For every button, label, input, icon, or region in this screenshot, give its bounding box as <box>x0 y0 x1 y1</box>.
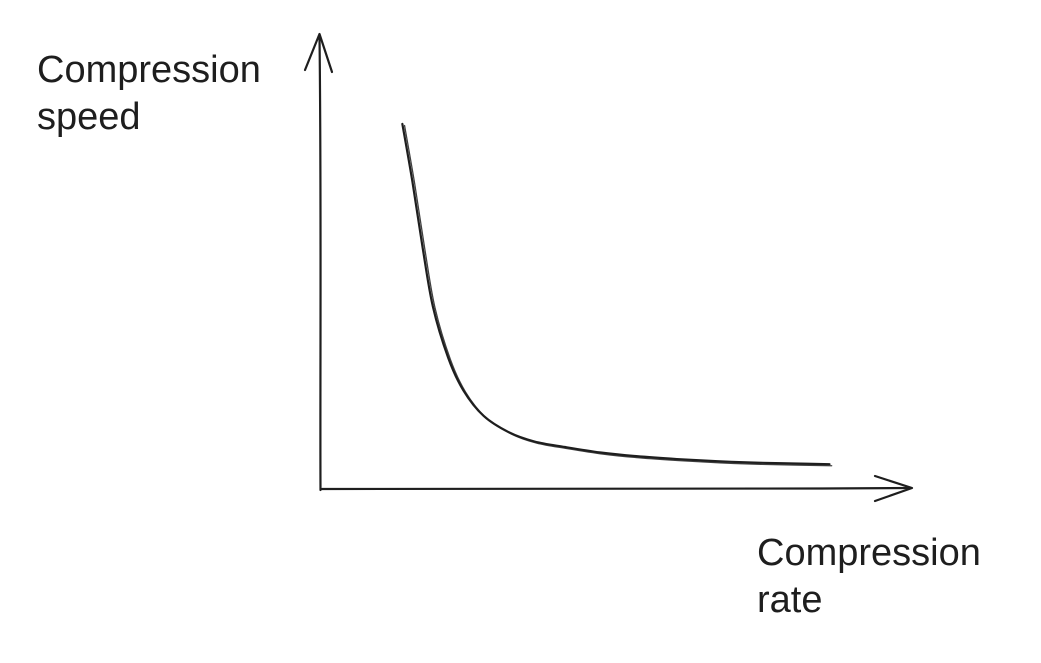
y-axis-label-line-2: speed <box>37 96 141 138</box>
x-axis-label-line-2: rate <box>757 579 822 621</box>
y-axis-label-line-1: Compression <box>37 49 261 91</box>
y-axis-arrow-icon <box>303 32 334 74</box>
y-axis-line <box>318 34 322 492</box>
data-points <box>401 123 830 465</box>
series-line-sketch <box>403 124 833 467</box>
x-axis-label-line-1: Compression <box>757 532 981 574</box>
x-axis-arrow-icon <box>873 474 914 503</box>
series-line <box>401 122 831 466</box>
x-axis-line <box>320 486 912 491</box>
